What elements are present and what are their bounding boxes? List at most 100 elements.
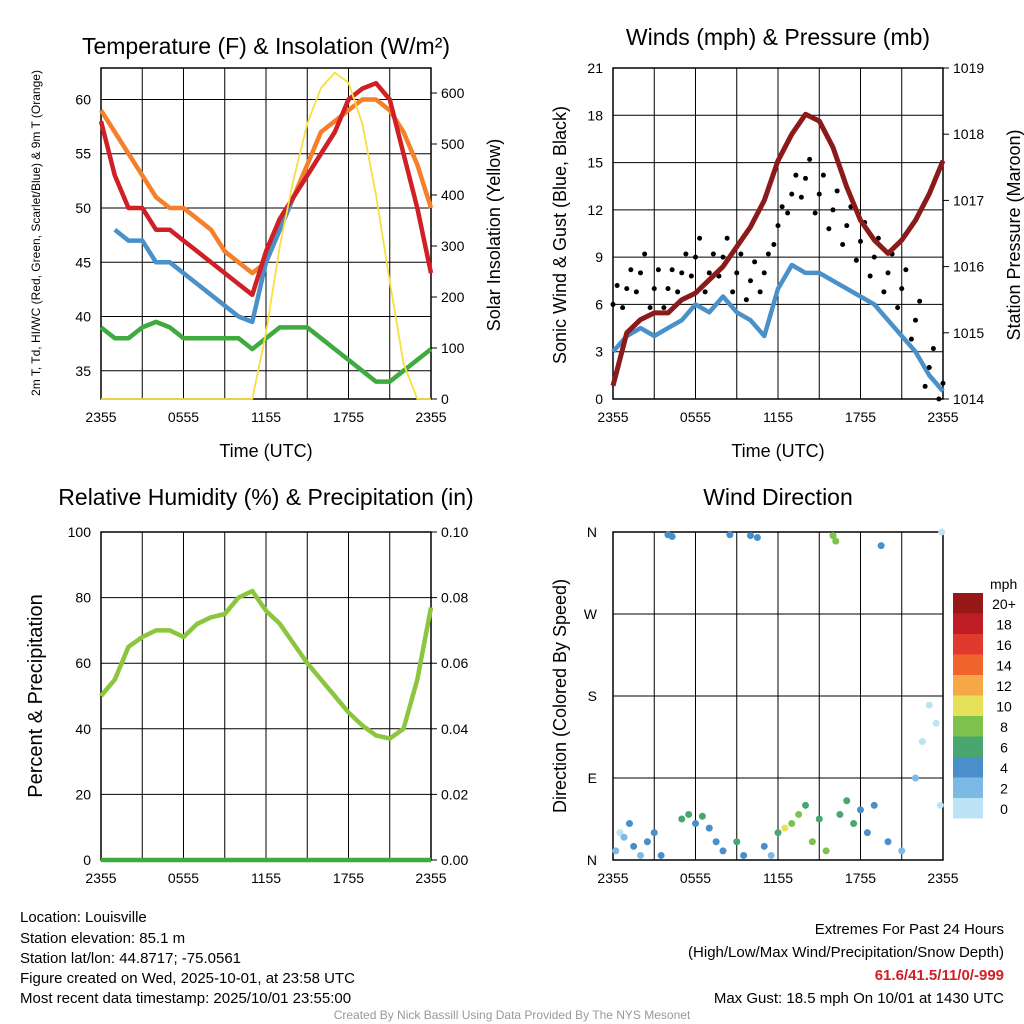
gust-point [807, 156, 813, 162]
x-tick-label: 2355 [597, 409, 628, 425]
wind-direction-point [808, 838, 816, 846]
y-tick-label: 0 [595, 391, 603, 407]
gust-point [930, 346, 936, 352]
wind-direction-point [857, 806, 864, 814]
extremes-values: 61.6/41.5/11/0/-999 [875, 967, 1004, 984]
x-tick-label: 2355 [85, 409, 116, 425]
wind-direction-point [877, 542, 885, 550]
legend-title: mph [990, 576, 1017, 592]
x-tick-label: 0555 [680, 870, 711, 886]
wind-direction-point [843, 797, 851, 805]
gust-point [936, 396, 942, 402]
wind-direction-point [643, 838, 651, 846]
gust-point [765, 251, 771, 257]
y-right-tick-label: 0.08 [441, 590, 468, 606]
legend-swatch [953, 634, 983, 655]
y-tick-label: 45 [75, 254, 91, 270]
gust-point [724, 235, 730, 241]
credit: Created By Nick Bassill Using Data Provi… [334, 1008, 691, 1022]
panel-2: 0 3 6 9 12 15 18 21 1014 1015 1016 1017 1018 1019 2355… [587, 60, 984, 425]
gust-point [743, 297, 749, 303]
gust-point [638, 270, 643, 276]
gust-point [697, 235, 703, 241]
y-right-tick-label: 400 [441, 187, 465, 203]
legend-swatch [953, 798, 983, 819]
series-relative-humidity [99, 588, 434, 741]
wind-direction-point [836, 810, 844, 818]
y-tick-label: 60 [75, 655, 91, 671]
gust-point [779, 204, 785, 210]
y-tick-label: E [588, 770, 597, 786]
x-tick-label: 1155 [251, 409, 281, 425]
gust-point [688, 273, 694, 279]
y-tick-label: 3 [595, 344, 603, 360]
y-right-tick-label: 1014 [953, 391, 984, 407]
wind-direction-point [620, 833, 628, 841]
wind-direction-point [630, 842, 638, 850]
wind-direction-point [657, 851, 665, 859]
y-tick-label: N [587, 524, 597, 540]
y-right-tick-label: 1019 [953, 60, 984, 76]
gust-point [844, 223, 850, 229]
wind-xlabel: Time (UTC) [731, 441, 824, 461]
gust-point [871, 254, 877, 260]
wind-direction-point [650, 829, 658, 837]
y-tick-label: 18 [587, 107, 603, 123]
wind-direction-point [747, 532, 754, 540]
legend-swatch [953, 613, 983, 634]
y-right-tick-label: 0 [441, 391, 449, 407]
legend-swatch [953, 716, 983, 737]
gust-point [816, 191, 822, 197]
info-latlon: Station lat/lon: 44.8717; -75.0561 [20, 950, 241, 967]
y-right-tick-label: 1017 [953, 192, 984, 208]
series-td [99, 319, 433, 384]
gust-point [798, 194, 804, 200]
wind-direction-point [733, 838, 741, 846]
y-right-tick-label: 300 [441, 238, 465, 254]
gust-point [785, 210, 791, 216]
legend-swatch [953, 695, 983, 716]
y-tick-label: 12 [587, 202, 603, 218]
gust-point [614, 283, 620, 289]
x-tick-label: 0555 [168, 870, 199, 886]
wind-direction-point [925, 701, 933, 709]
series-station-pressure [610, 111, 946, 387]
series-solar-insolation [101, 71, 431, 400]
y-tick-label: 0 [83, 852, 91, 868]
gust-point [853, 257, 859, 263]
wind-direction-point [884, 838, 892, 846]
y-tick-label: 50 [75, 200, 91, 216]
gust-point [651, 286, 657, 292]
x-tick-label: 1155 [251, 870, 281, 886]
wind-ylabel-right: Station Pressure (Maroon) [1004, 129, 1024, 340]
wind-direction-point [863, 829, 871, 837]
y-right-tick-label: 0.02 [441, 786, 468, 802]
legend-label: 18 [996, 617, 1012, 633]
wind-direction-point [795, 810, 803, 818]
wind-direction-point [774, 829, 782, 837]
wind-direction-point [616, 829, 624, 837]
wind-chart-title: Winds (mph) & Pressure (mb) [626, 24, 930, 50]
plot-frame [612, 67, 944, 400]
y-tick-label: 35 [75, 363, 91, 379]
y-right-tick-label: 1016 [953, 259, 984, 275]
wind-direction-point [740, 851, 748, 859]
gust-point [628, 267, 634, 273]
wind-direction-point [870, 801, 878, 809]
gust-point [913, 317, 918, 323]
wind-direction-point [760, 842, 768, 850]
wind-direction-point [918, 738, 926, 746]
gust-point [881, 289, 887, 295]
rh-chart-title: Relative Humidity (%) & Precipitation (i… [58, 484, 473, 510]
wind-direction-point [612, 847, 620, 855]
info-elevation: Station elevation: 85.1 m [20, 930, 185, 947]
plot-frame [612, 531, 944, 861]
wind-direction-point [712, 838, 720, 846]
gust-point [633, 289, 639, 295]
temp-ylabel: 2m T, Td, HI/WC (Red, Green, Scarlet/Blu… [29, 70, 43, 396]
legend-label: 6 [1000, 740, 1008, 756]
plot-frame [100, 67, 432, 400]
rh-ylabel: Percent & Precipitation [25, 594, 47, 797]
